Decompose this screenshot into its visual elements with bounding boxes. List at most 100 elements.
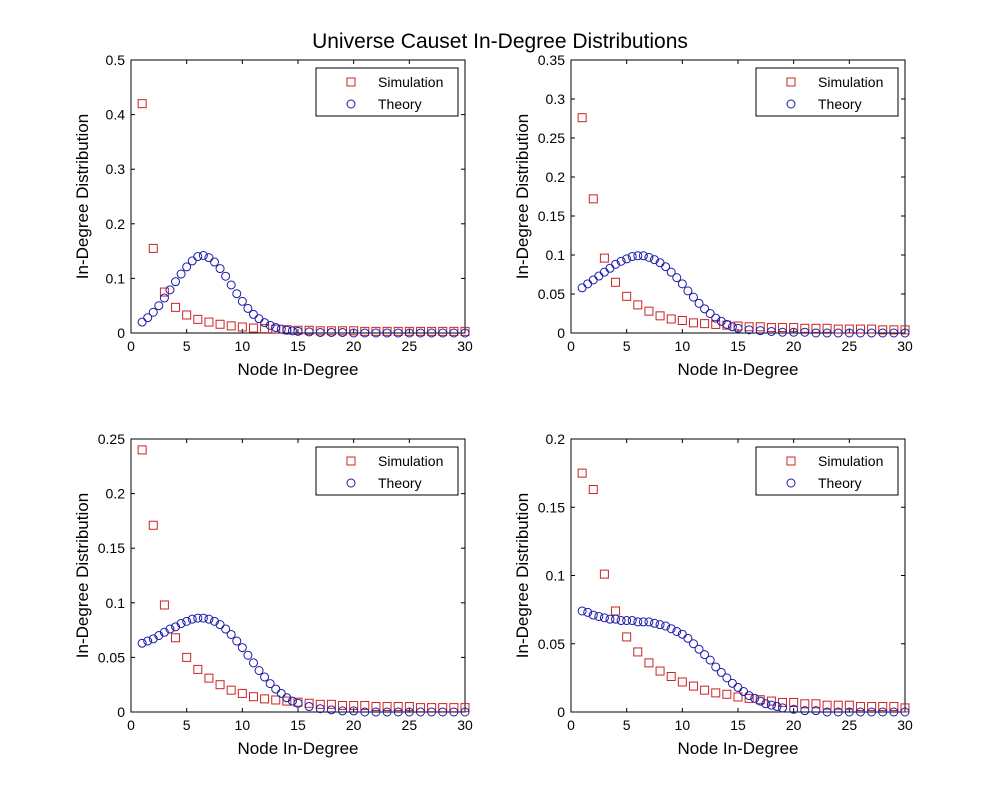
theory-point (772, 702, 782, 712)
theory-point (661, 621, 671, 631)
theory-point (800, 327, 810, 337)
simulation-point (666, 314, 676, 324)
simulation-point (800, 323, 810, 333)
theory-point (315, 327, 325, 337)
x-tick-label: 15 (290, 338, 306, 354)
simulation-point (599, 569, 609, 579)
simulation-point (427, 703, 437, 713)
theory-point (287, 326, 297, 336)
simulation-point (404, 702, 414, 712)
simulation-point (215, 319, 225, 329)
theory-point (683, 633, 693, 643)
x-tick-label: 25 (842, 717, 858, 733)
theory-point (594, 611, 604, 621)
simulation-point (204, 317, 214, 327)
simulation-point (338, 700, 348, 710)
subplot-3: 0 5 10 15 20 25 30 0 0.05 0.1 0.15 0.2 0.25 Node In-D… (73, 431, 473, 758)
y-tick-label: 0.1 (106, 270, 126, 286)
theory-point (148, 307, 158, 317)
simulation-point (900, 703, 910, 713)
simulation-point (171, 633, 181, 643)
theory-point (221, 271, 231, 281)
theory-point (260, 672, 270, 682)
theory-point (137, 638, 147, 648)
simulation-point (326, 699, 336, 709)
theory-point (193, 252, 203, 262)
theory-point (382, 707, 392, 717)
legend-box (315, 446, 459, 496)
theory-point (900, 707, 910, 717)
theory-point (605, 614, 615, 624)
theory-point (276, 324, 286, 334)
x-tick-label: 15 (730, 338, 746, 354)
theory-point (644, 617, 654, 627)
legend: Simulation Theory (755, 67, 899, 117)
simulation-point (577, 113, 587, 123)
theory-point (900, 328, 910, 338)
y-tick-label: 0.1 (546, 568, 566, 584)
theory-point (404, 328, 414, 338)
theory-point (616, 256, 626, 266)
x-tick-label: 10 (235, 338, 251, 354)
y-tick-label: 0.15 (538, 208, 565, 224)
theory-point (889, 328, 899, 338)
y-tick-label: 0.05 (538, 286, 565, 302)
x-tick-label: 15 (730, 717, 746, 733)
theory-point (182, 616, 192, 626)
series-theory (577, 606, 910, 717)
simulation-point (800, 699, 810, 709)
theory-point (583, 607, 593, 617)
legend-entry-simulation: Simulation (378, 453, 443, 469)
simulation-point (822, 700, 832, 710)
y-tick-label: 0.1 (546, 247, 566, 263)
theory-point (577, 606, 587, 616)
legend-entry-theory: Theory (818, 475, 862, 491)
theory-point (154, 301, 164, 311)
theory-point (315, 704, 325, 714)
x-tick-label: 30 (457, 717, 473, 733)
theory-point (744, 691, 754, 701)
simulation-point (755, 322, 765, 332)
simulation-point (889, 325, 899, 335)
simulation-point (766, 323, 776, 333)
legend: Simulation Theory (315, 446, 459, 496)
theory-point (338, 706, 348, 716)
theory-point (677, 279, 687, 289)
simulation-point (193, 314, 203, 324)
theory-point (226, 280, 236, 290)
simulation-point (622, 632, 632, 642)
simulation-point (599, 253, 609, 263)
theory-point (159, 293, 169, 303)
theory-point (232, 636, 242, 646)
figure-title: Universe Causet In-Degree Distributions (312, 30, 688, 53)
theory-point (232, 289, 242, 299)
legend-circle-marker (346, 99, 356, 109)
x-axis-label: Node In-Degree (678, 360, 799, 379)
simulation-point (766, 696, 776, 706)
simulation-point (688, 318, 698, 328)
theory-point (243, 303, 253, 313)
theory-point (855, 707, 865, 717)
subplot-1: 0 5 10 15 20 25 30 0 0.1 0.2 0.3 0.4 0.5 Node In-Degr… (73, 52, 473, 379)
theory-point (371, 707, 381, 717)
theory-point (722, 673, 732, 683)
simulation-point (382, 702, 392, 712)
simulation-point (878, 325, 888, 335)
theory-point (215, 620, 225, 630)
y-tick-label: 0 (117, 704, 125, 720)
theory-point (460, 707, 470, 717)
theory-point (800, 706, 810, 716)
subplot-2: 0 5 10 15 20 25 30 0 0.05 0.1 0.15 0.2 0.25 0.3 0.35 No… (513, 52, 913, 379)
simulation-point (588, 194, 598, 204)
theory-point (750, 693, 760, 703)
theory-point (393, 328, 403, 338)
theory-point (694, 298, 704, 308)
y-axis-label: In-Degree Distribution (73, 493, 92, 658)
simulation-point (148, 243, 158, 253)
y-axis-label: In-Degree Distribution (513, 114, 532, 279)
subplot-grid: 0 5 10 15 20 25 30 0 0.1 0.2 0.3 0.4 0.5 Node In-Degr… (73, 52, 913, 758)
theory-point (611, 259, 621, 269)
simulation-point (271, 695, 281, 705)
y-tick-label: 0.05 (98, 649, 125, 665)
legend-square-marker (346, 456, 356, 466)
